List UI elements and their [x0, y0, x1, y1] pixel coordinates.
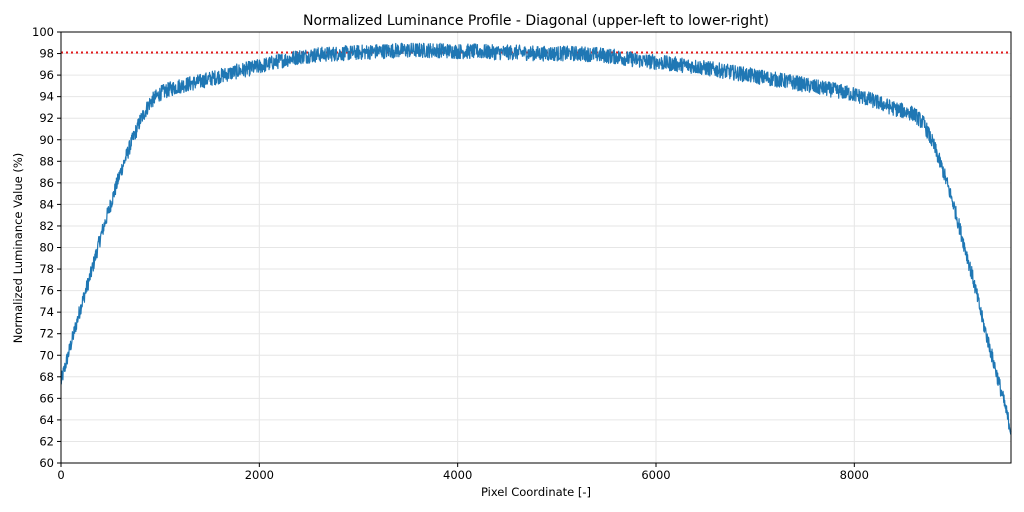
y-tick-label: 62	[39, 434, 54, 448]
x-axis-ticks: 0 2000 4000 6000 8000	[57, 463, 869, 482]
y-tick-label: 94	[39, 90, 54, 104]
y-tick-label: 74	[39, 305, 54, 319]
y-tick-label: 82	[39, 219, 54, 233]
y-tick-label: 70	[39, 348, 54, 362]
y-tick-label: 96	[39, 68, 54, 82]
x-tick-label: 0	[57, 468, 64, 482]
y-tick-label: 100	[32, 25, 54, 39]
y-tick-label: 76	[39, 284, 54, 298]
series-layer	[60, 42, 1012, 435]
y-axis-label: Normalized Luminance Value (%)	[11, 153, 25, 344]
y-tick-label: 92	[39, 111, 54, 125]
x-axis-label: Pixel Coordinate [-]	[481, 485, 591, 499]
y-tick-label: 90	[39, 133, 54, 147]
chart-title: Normalized Luminance Profile - Diagonal …	[303, 13, 769, 29]
y-tick-label: 68	[39, 370, 54, 384]
y-tick-label: 86	[39, 176, 54, 190]
y-tick-label: 72	[39, 327, 54, 341]
y-tick-label: 98	[39, 47, 54, 61]
x-tick-label: 2000	[245, 468, 274, 482]
x-tick-label: 6000	[641, 468, 670, 482]
luminance-series-line	[60, 42, 1012, 435]
y-tick-label: 88	[39, 154, 54, 168]
y-tick-label: 78	[39, 262, 54, 276]
y-tick-label: 80	[39, 241, 54, 255]
y-tick-label: 64	[39, 413, 54, 427]
y-axis-ticks: 60 62 64 66 68 70 72 74 76 78 80 82 84 86 88 90 92 94 96 98…	[32, 25, 61, 470]
y-tick-label: 66	[39, 391, 54, 405]
x-tick-label: 4000	[443, 468, 472, 482]
y-tick-label: 60	[39, 456, 54, 470]
y-tick-label: 84	[39, 197, 54, 211]
x-tick-label: 8000	[840, 468, 869, 482]
